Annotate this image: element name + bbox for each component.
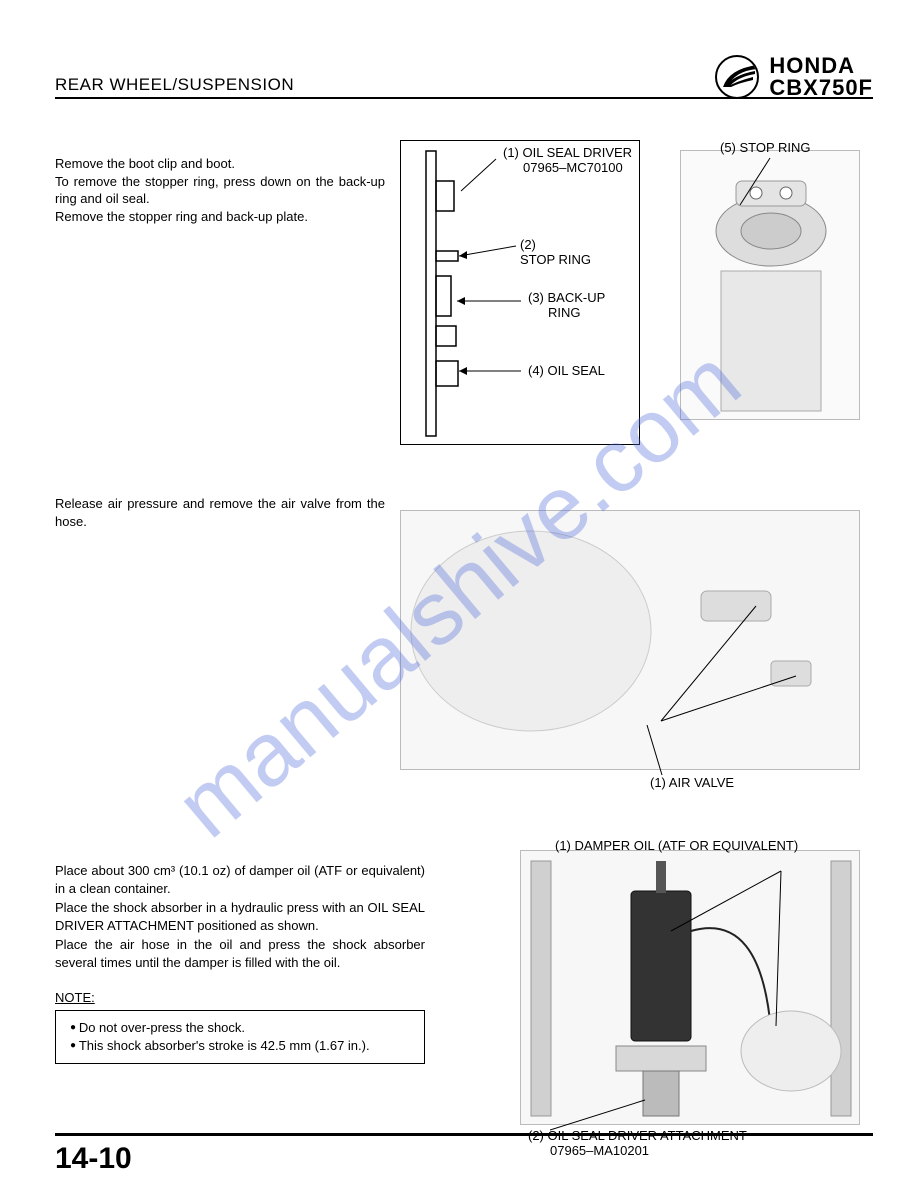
paragraph: Release air pressure and remove the air … [55,495,385,530]
brand-name: HONDA [769,55,873,77]
paragraph: Remove the boot clip and boot. [55,155,385,173]
paragraph: Remove the stopper ring and back-up plat… [55,208,385,226]
instruction-block-3: Place about 300 cm³ (10.1 oz) of damper … [55,862,425,1064]
callout-oil-seal-driver: (1) OIL SEAL DRIVER 07965–MC70100 [503,145,632,175]
photo-air-valve [400,510,860,770]
callout-stop-ring-5: (5) STOP RING [720,140,811,155]
paragraph: To remove the stopper ring, press down o… [55,173,385,208]
footer-rule [55,1133,873,1136]
paragraph: Place the shock absorber in a hydraulic … [55,899,425,934]
callout-damper-oil: (1) DAMPER OIL (ATF OR EQUIVALENT) [555,838,798,853]
note-label: NOTE: [55,989,425,1007]
page-header: REAR WHEEL/SUSPENSION HONDA CBX750F [55,55,873,99]
instruction-block-2: Release air pressure and remove the air … [55,495,385,530]
callout-backup-ring: (3) BACK-UP RING [528,290,605,320]
brand-block: HONDA CBX750F [715,55,873,99]
model-name: CBX750F [769,77,873,99]
photo-damper-oil [520,850,860,1125]
paragraph: Place the air hose in the oil and press … [55,936,425,971]
note-item: Do not over-press the shock. [70,1019,410,1037]
honda-wing-icon [715,55,759,99]
section-title: REAR WHEEL/SUSPENSION [55,75,294,95]
callout-oil-seal: (4) OIL SEAL [528,363,605,378]
paragraph: Place about 300 cm³ (10.1 oz) of damper … [55,862,425,897]
callout-stop-ring-2: (2) (2) STOP RING STOP RING [520,237,591,267]
instruction-block-1: Remove the boot clip and boot. To remove… [55,155,385,225]
note-item: This shock absorber's stroke is 42.5 mm … [70,1037,410,1055]
note-box: Do not over-press the shock. This shock … [55,1010,425,1064]
page-number: 14-10 [55,1142,132,1176]
